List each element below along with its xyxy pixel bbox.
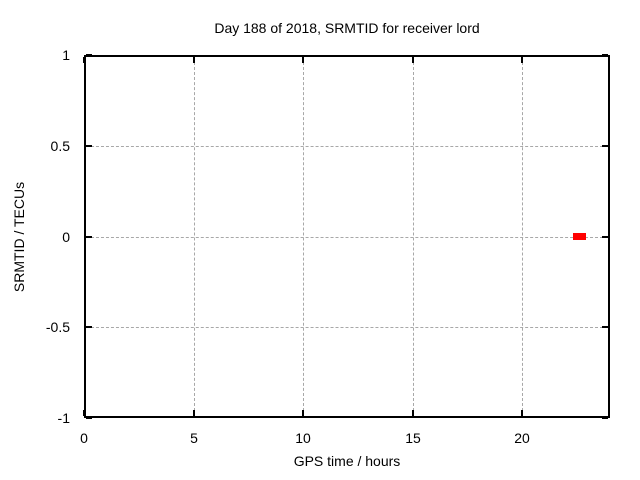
x-tick-top (302, 57, 304, 63)
x-tick-top (193, 57, 195, 63)
chart-title: Day 188 of 2018, SRMTID for receiver lor… (214, 20, 480, 36)
y-gridline (86, 327, 608, 328)
x-axis-label: GPS time / hours (293, 453, 401, 469)
x-tick-label: 15 (405, 430, 421, 446)
x-tick-label: 0 (80, 430, 88, 446)
y-tick-left (86, 326, 92, 328)
y-tick-right (602, 145, 608, 147)
y-axis-label: SRMTID / TECUs (11, 181, 27, 293)
x-gridline (194, 57, 195, 416)
y-tick-right (602, 326, 608, 328)
x-gridline (303, 57, 304, 416)
x-tick-bottom (302, 410, 304, 416)
y-gridline (86, 146, 608, 147)
x-tick-bottom (83, 410, 85, 416)
y-tick-left (86, 417, 92, 419)
x-tick-bottom (193, 410, 195, 416)
x-tick-label: 10 (295, 430, 311, 446)
y-tick-right (602, 54, 608, 56)
x-tick-bottom (521, 410, 523, 416)
y-tick-right (602, 236, 608, 238)
y-tick-left (86, 236, 92, 238)
data-point (579, 233, 587, 240)
y-tick-right (602, 417, 608, 419)
y-tick-label: -0.5 (45, 319, 70, 335)
y-gridline (86, 237, 608, 238)
x-gridline (413, 57, 414, 416)
x-tick-label: 5 (190, 430, 198, 446)
y-tick-label: 1 (62, 47, 70, 63)
y-tick-left (86, 54, 92, 56)
x-tick-top (521, 57, 523, 63)
x-gridline (522, 57, 523, 416)
x-tick-label: 20 (514, 430, 530, 446)
y-tick-left (86, 145, 92, 147)
x-tick-top (83, 57, 85, 63)
x-tick-bottom (412, 410, 414, 416)
y-tick-label: -1 (57, 410, 70, 426)
x-tick-top (412, 57, 414, 63)
y-tick-label: 0 (62, 229, 70, 245)
y-tick-label: 0.5 (50, 138, 70, 154)
